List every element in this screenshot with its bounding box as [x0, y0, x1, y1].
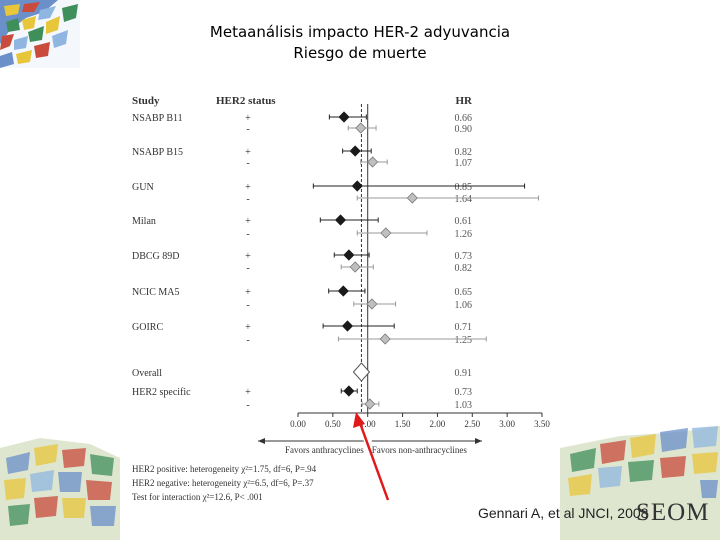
row-hr-value: 0.82 [455, 263, 473, 274]
hr-marker-her2-positive [343, 249, 355, 261]
row-hr-value: 1.07 [455, 158, 473, 169]
citation: Gennari A, et al JNCI, 2008 [478, 505, 649, 521]
row-hr-value: 1.64 [455, 194, 473, 205]
row-hr-value: 0.66 [455, 113, 473, 124]
hr-marker-her2-positive [334, 214, 347, 226]
column-header-study: Study [132, 95, 160, 107]
x-axis-tick-label: 2.00 [430, 419, 446, 429]
footnote-line: HER2 positive: heterogeneity χ²=1.75, df… [132, 464, 317, 474]
x-axis-tick-label: 2.50 [464, 419, 480, 429]
row-her2-status: - [246, 124, 249, 135]
footnote-line: HER2 negative: heterogeneity χ²=6.5, df=… [132, 478, 314, 488]
row-hr-value: 1.06 [455, 300, 473, 311]
row-her2-status: + [245, 216, 251, 227]
row-her2-status: - [246, 335, 249, 346]
x-axis-tick-label: 0.50 [325, 419, 341, 429]
arrow-head-left [258, 438, 265, 444]
x-axis-tick-label: 0.00 [290, 419, 306, 429]
row-her2-status: + [245, 182, 251, 193]
footnote-line: Test for interaction χ²=12.6, P< .001 [132, 492, 263, 502]
direction-label-right: Favors non-anthracyclines [372, 445, 468, 455]
title-line-1: Metaanálisis impacto HER-2 adyuvancia [209, 23, 511, 41]
row-her2-status: - [246, 194, 249, 205]
x-axis-tick-label: 3.50 [534, 419, 550, 429]
row-study-label: NCIC MA5 [132, 287, 180, 298]
forest-plot-panel [120, 82, 560, 520]
row-hr-value: 0.90 [455, 124, 473, 135]
red-annotation-arrow-head [353, 412, 365, 428]
overall-diamond-marker [352, 362, 371, 382]
hr-marker-her2-negative [366, 298, 378, 310]
row-her2-status: + [245, 147, 251, 158]
row-her2-status: + [245, 287, 251, 298]
x-axis-tick-label: 3.00 [499, 419, 515, 429]
hr-marker-her2-negative [379, 333, 391, 345]
row-study-label: HER2 specific [132, 387, 191, 398]
row-study-label: NSABP B11 [132, 113, 183, 124]
slide-title: Metaanálisis impacto HER-2 adyuvancia Ri… [150, 22, 570, 64]
row-hr-value: 1.25 [455, 335, 473, 346]
x-axis-tick-label: 1.00 [360, 419, 376, 429]
mosaic-decoration-top-left [0, 0, 80, 68]
row-her2-status: + [245, 322, 251, 333]
direction-label-left: Favors anthracyclines [285, 445, 364, 455]
row-hr-value: 0.73 [455, 251, 473, 262]
column-header-hr: HR [456, 95, 474, 107]
x-axis-tick-label: 1.50 [395, 419, 411, 429]
row-study-label: Overall [132, 368, 162, 379]
row-hr-value: 0.71 [455, 322, 473, 333]
hr-marker-her2-positive [349, 145, 361, 157]
hr-marker-her2-positive [337, 285, 349, 297]
row-hr-value: 0.82 [455, 147, 473, 158]
hr-marker-her2-negative [367, 156, 379, 168]
row-hr-value: 0.61 [455, 216, 473, 227]
row-her2-status: - [246, 300, 249, 311]
seom-logo: SEOM [636, 499, 710, 526]
row-her2-status: - [246, 400, 249, 411]
row-hr-value: 0.91 [455, 368, 473, 379]
hr-marker-her2-positive [338, 111, 350, 123]
hr-marker-her2-positive [343, 385, 355, 397]
row-study-label: Milan [132, 216, 156, 227]
row-her2-status: - [246, 263, 249, 274]
hr-marker-her2-negative [380, 227, 392, 239]
title-line-2: Riesgo de muerte [293, 44, 427, 62]
forest-plot: Study HER2 status HR NSABP B11 +0.66 - 0.90 NSA… [132, 95, 550, 502]
hr-marker-her2-negative [364, 398, 376, 410]
hr-marker-her2-positive [351, 180, 363, 192]
row-her2-status: - [246, 229, 249, 240]
row-her2-status: + [245, 251, 251, 262]
row-her2-status: + [245, 387, 251, 398]
hr-marker-her2-positive [341, 320, 354, 332]
row-study-label: GOIRC [132, 322, 163, 333]
hr-marker-her2-negative [349, 261, 361, 273]
row-hr-value: 0.65 [455, 287, 473, 298]
hr-marker-her2-negative [355, 122, 367, 134]
row-hr-value: 1.03 [455, 400, 473, 411]
row-her2-status: - [246, 158, 249, 169]
row-study-label: DBCG 89D [132, 251, 180, 262]
row-study-label: NSABP B15 [132, 147, 183, 158]
row-hr-value: 1.26 [455, 229, 473, 240]
mosaic-decoration-bottom [0, 426, 720, 540]
row-hr-value: 0.73 [455, 387, 473, 398]
row-hr-value: 0.85 [455, 182, 473, 193]
red-annotation-arrow [358, 422, 390, 501]
hr-marker-her2-negative [406, 192, 418, 204]
column-header-her2-status: HER2 status [216, 95, 276, 107]
row-study-label: GUN [132, 182, 154, 193]
arrow-head-right [475, 438, 482, 444]
row-her2-status: + [245, 113, 251, 124]
